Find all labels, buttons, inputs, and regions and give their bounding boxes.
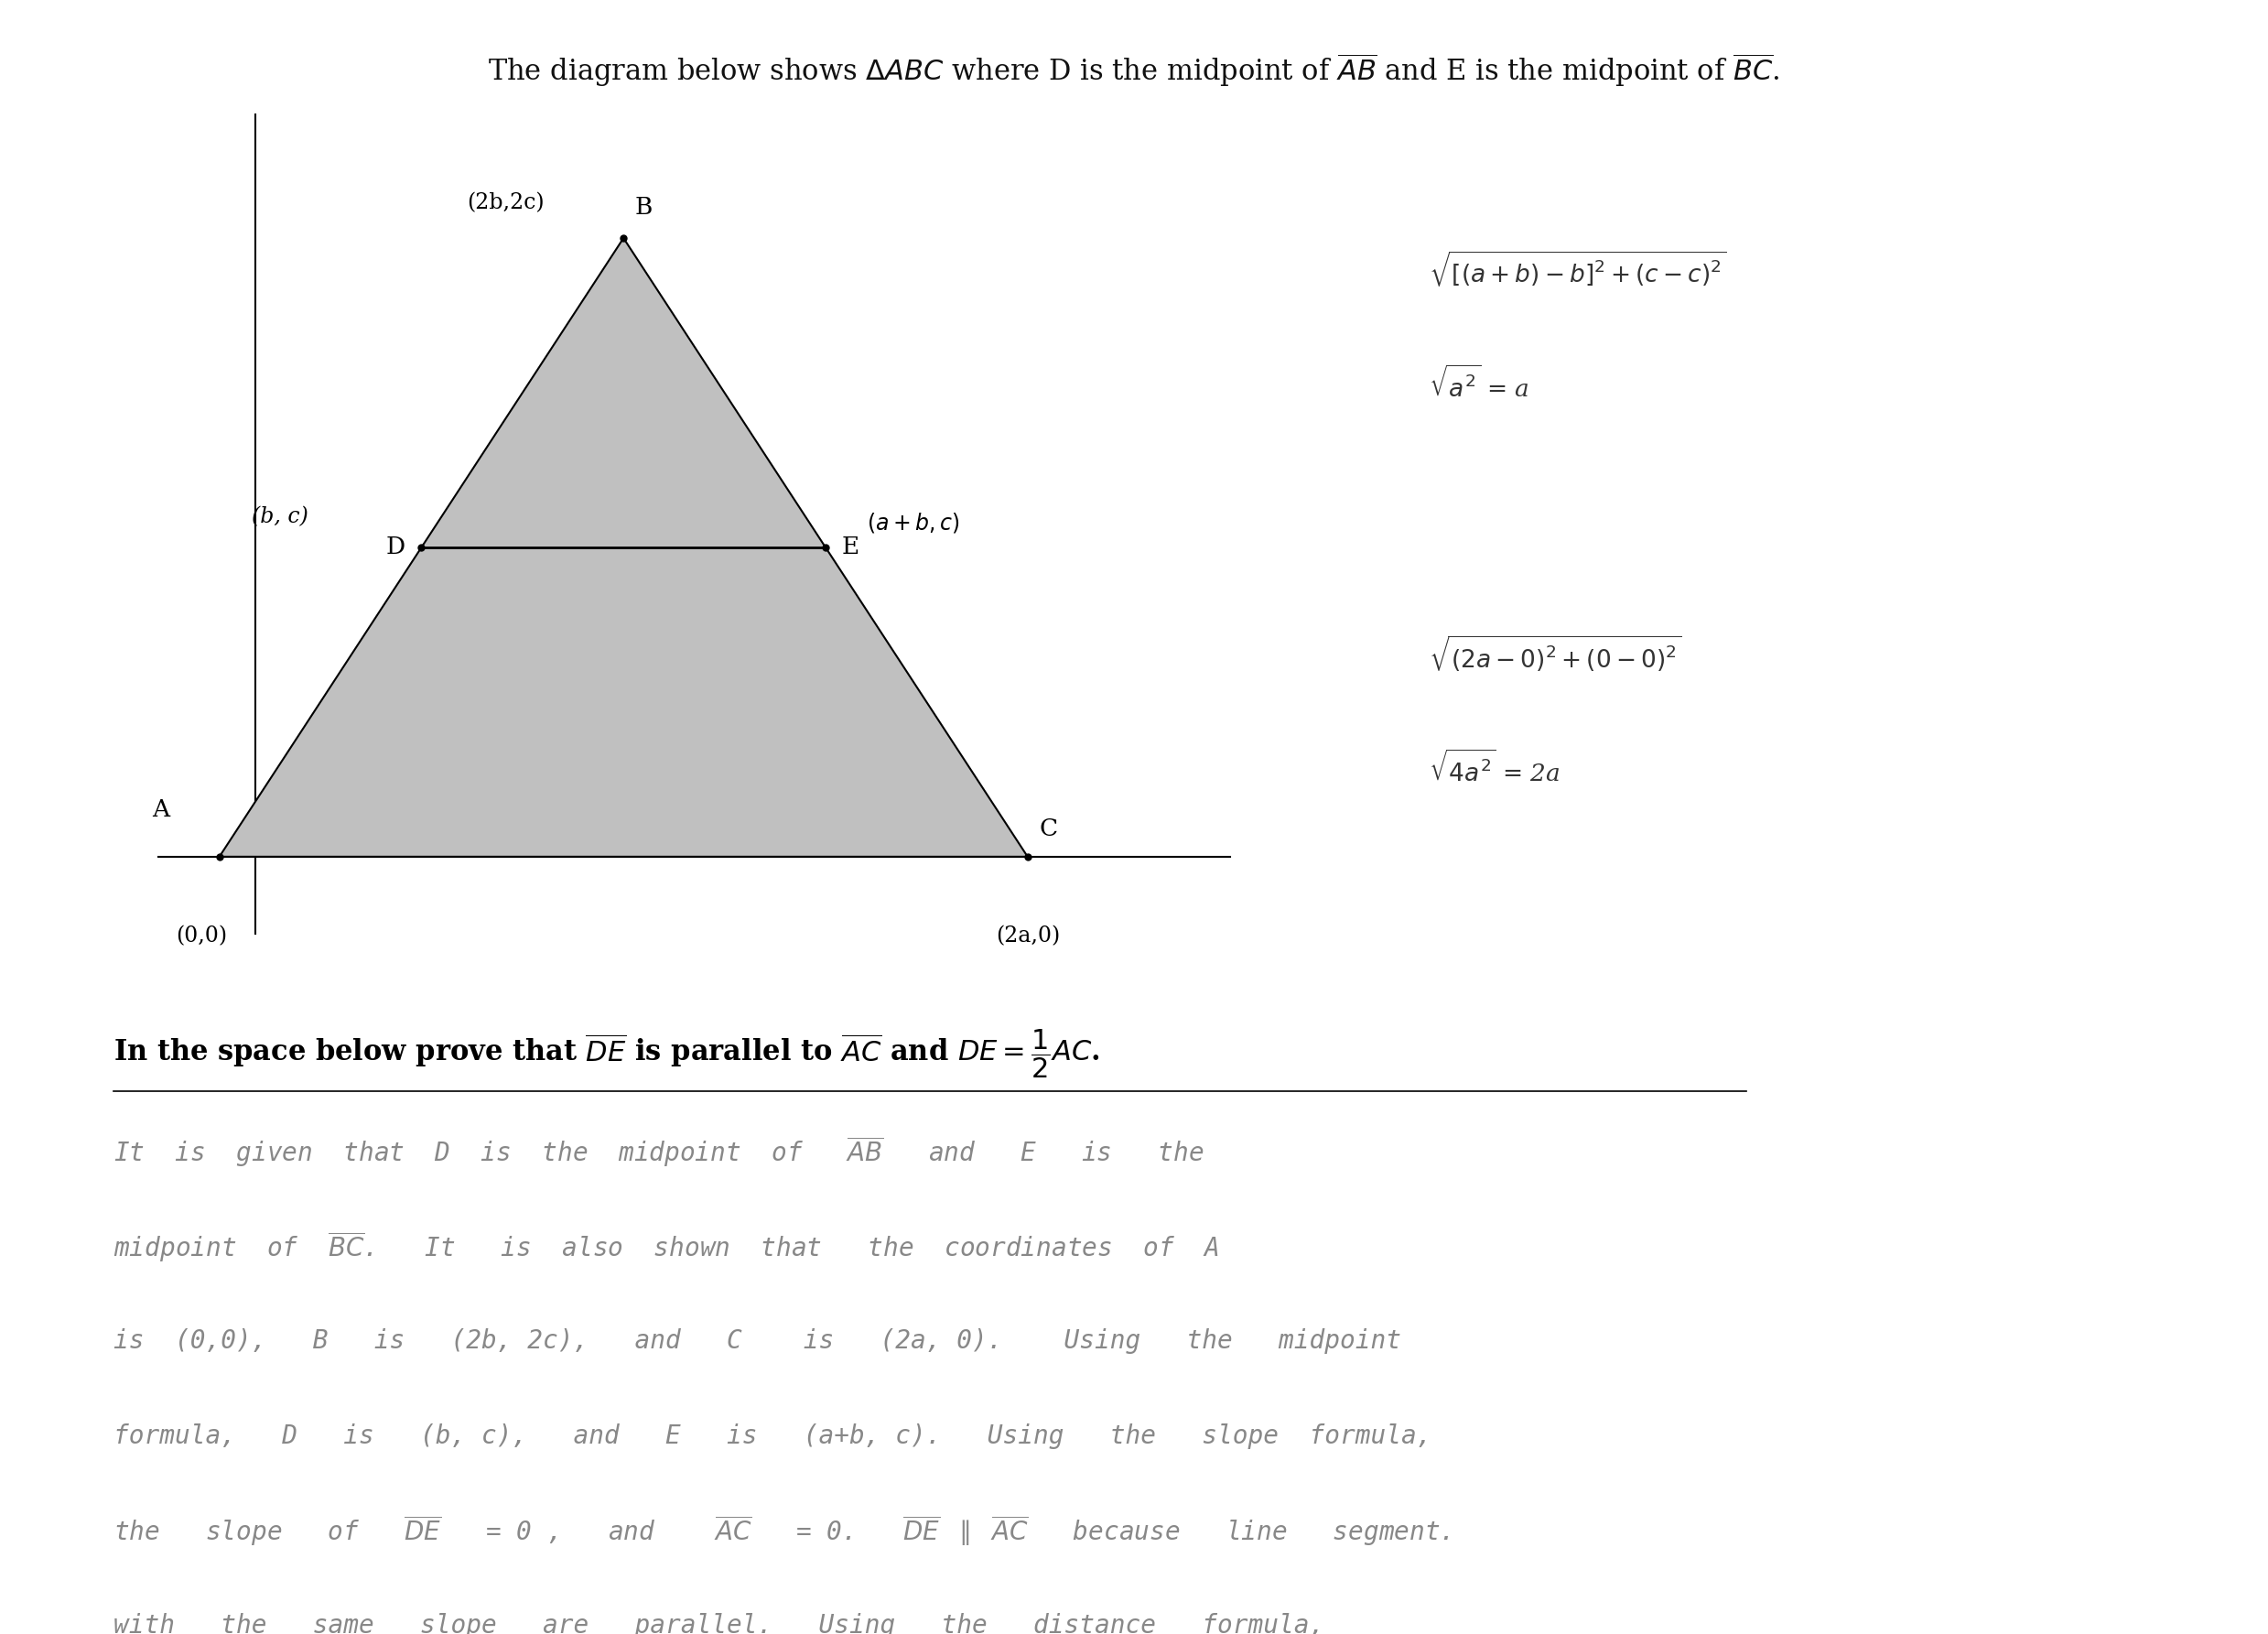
Text: A: A [152, 797, 170, 820]
Text: $\sqrt{[(a+b)-b]^2 + (c-c)^2}$: $\sqrt{[(a+b)-b]^2 + (c-c)^2}$ [1429, 250, 1726, 289]
Text: It  is  given  that  D  is  the  midpoint  of   $\overline{AB}$   and   E   is  : It is given that D is the midpoint of $\… [113, 1134, 1204, 1170]
Text: $\sqrt{a^2}$ = a: $\sqrt{a^2}$ = a [1429, 366, 1529, 402]
Text: D: D [386, 536, 406, 559]
Text: (2a,0): (2a,0) [996, 925, 1059, 946]
Text: with   the   same   slope   are   parallel.   Using   the   distance   formula,: with the same slope are parallel. Using … [113, 1613, 1325, 1634]
Text: (b, c): (b, c) [252, 507, 308, 528]
Text: formula,   D   is   (b, c),   and   E   is   (a+b, c).   Using   the   slope  fo: formula, D is (b, c), and E is (a+b, c).… [113, 1423, 1431, 1449]
Text: In the space below prove that $\overline{DE}$ is parallel to $\overline{AC}$ and: In the space below prove that $\overline… [113, 1028, 1100, 1080]
Polygon shape [220, 239, 1027, 856]
Text: $\sqrt{4a^2}$ = 2a: $\sqrt{4a^2}$ = 2a [1429, 750, 1560, 786]
Text: C: C [1039, 817, 1057, 840]
Text: midpoint  of  $\overline{BC}$.   It   is  also  shown  that   the  coordinates  : midpoint of $\overline{BC}$. It is also … [113, 1229, 1218, 1265]
Text: (0,0): (0,0) [175, 925, 227, 946]
Text: $(a + b, c)$: $(a + b, c)$ [866, 510, 959, 534]
Text: the   slope   of   $\overline{DE}$   = 0 ,   and    $\overline{AC}$   = 0.   $\o: the slope of $\overline{DE}$ = 0 , and $… [113, 1513, 1449, 1549]
Text: (2b,2c): (2b,2c) [467, 193, 544, 214]
Text: The diagram below shows $\Delta ABC$ where D is the midpoint of $\overline{AB}$ : The diagram below shows $\Delta ABC$ whe… [488, 52, 1780, 88]
Text: E: E [841, 536, 860, 559]
Text: $\sqrt{(2a-0)^2 + (0-0)^2}$: $\sqrt{(2a-0)^2 + (0-0)^2}$ [1429, 634, 1683, 673]
Text: B: B [635, 196, 653, 219]
Text: is  (0,0),   B   is   (2b, 2c),   and   C    is   (2a, 0).    Using   the   midp: is (0,0), B is (2b, 2c), and C is (2a, 0… [113, 1328, 1402, 1355]
